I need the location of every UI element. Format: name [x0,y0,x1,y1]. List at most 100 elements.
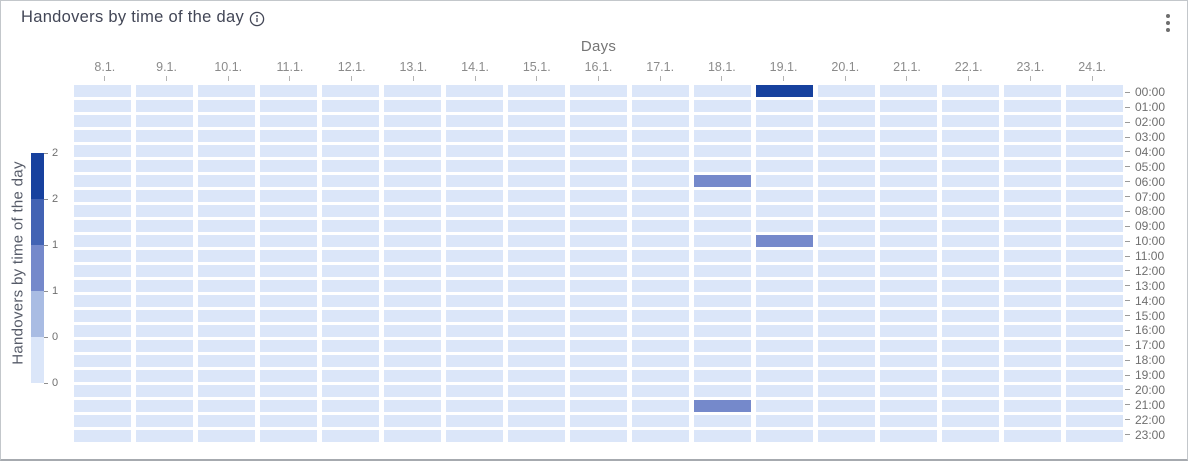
heatmap-cell [756,100,813,112]
heatmap-cell [136,190,193,202]
heatmap-cell [694,160,751,172]
heatmap-cell [1004,115,1061,127]
heatmap-cell [1004,190,1061,202]
heatmap-cell [1004,220,1061,232]
heatmap-cell [508,175,565,187]
x-tick-label: 11.1. [276,60,304,74]
heatmap-cell [942,310,999,322]
x-tick-mark [783,76,785,81]
heatmap-cell [1004,100,1061,112]
heatmap-cell [508,385,565,397]
heatmap-cell [694,295,751,307]
heatmap-cell [818,85,875,97]
y-tick: 07:00 [1125,189,1187,204]
heatmap-cell [322,430,379,442]
heatmap-cell [756,310,813,322]
heatmap-cell [446,325,503,337]
heatmap-cell [74,220,131,232]
heatmap-cell [136,370,193,382]
y-tick: 17:00 [1125,338,1187,353]
heatmap-cell [198,205,255,217]
heatmap-cell [74,280,131,292]
heatmap-cell [1066,355,1123,367]
heatmap-cell [942,160,999,172]
y-tick-mark [1125,344,1130,346]
color-legend-tick: 0 [44,331,58,343]
heatmap-cell [1004,310,1061,322]
heatmap-cell [756,160,813,172]
heatmap-cell [446,415,503,427]
heatmap-cell [74,145,131,157]
y-tick-label: 10:00 [1135,234,1166,249]
heatmap-cell [198,310,255,322]
heatmap-cell [818,310,875,322]
heatmap-cell [74,400,131,412]
y-tick-label: 15:00 [1135,308,1166,323]
heatmap-cell [1066,190,1123,202]
heatmap-cell [694,340,751,352]
heatmap-cell [1004,325,1061,337]
heatmap-cell [694,130,751,142]
heatmap-cell [880,325,937,337]
x-tick: 12.1. [321,60,383,83]
heatmap-cell [694,235,751,247]
heatmap-cell [1066,385,1123,397]
y-tick-mark [1125,285,1130,287]
heatmap-cell [136,100,193,112]
heatmap-cell [880,130,937,142]
heatmap-cell [384,250,441,262]
heatmap-cell [136,340,193,352]
heatmap-cell [136,145,193,157]
heatmap-cell [446,220,503,232]
heatmap-cell [694,310,751,322]
x-tick: 24.1. [1061,60,1123,83]
y-tick: 23:00 [1125,427,1187,442]
info-icon[interactable] [249,11,265,27]
y-tick-mark [1125,121,1130,123]
heatmap-cell [260,355,317,367]
y-tick-label: 22:00 [1135,412,1166,427]
heatmap-cell [694,355,751,367]
color-legend-tick-label: 2 [52,193,59,205]
heatmap-cell [74,235,131,247]
heatmap-cell [1004,145,1061,157]
heatmap-cell [384,295,441,307]
y-tick-mark [1125,136,1130,138]
heatmap-cell [818,280,875,292]
heatmap-cell [818,190,875,202]
heatmap-cell [1004,235,1061,247]
heatmap-cell [632,340,689,352]
x-tick-mark [104,76,106,81]
heatmap-cell [384,310,441,322]
heatmap-cell [570,145,627,157]
x-tick: 8.1. [74,60,136,83]
heatmap-cell [446,265,503,277]
y-tick-label: 00:00 [1135,85,1166,100]
heatmap-cell [880,400,937,412]
heatmap-cell [756,115,813,127]
x-tick: 14.1. [444,60,506,83]
heatmap-cell [74,160,131,172]
x-tick: 11.1. [259,60,321,83]
x-tick-label: 12.1. [337,60,366,74]
x-tick-label: 21.1. [893,60,921,74]
heatmap-cell [1004,85,1061,97]
y-tick-mark [1125,91,1130,93]
color-legend-tick: 0 [44,377,58,389]
heatmap-cell [694,145,751,157]
heatmap-cell [818,400,875,412]
heatmap-cell [322,190,379,202]
heatmap-cell [1066,220,1123,232]
heatmap-cell [880,295,937,307]
heatmap-cell [384,160,441,172]
heatmap-cell [198,100,255,112]
y-tick-label: 01:00 [1135,100,1166,115]
color-legend-segment [31,337,44,383]
heatmap-cell [198,220,255,232]
heatmap-cell [136,85,193,97]
heatmap-cell [384,400,441,412]
kebab-menu-button[interactable] [1163,11,1173,35]
heatmap-cell [880,145,937,157]
heatmap-cell [508,235,565,247]
color-legend-tick-label: 2 [52,147,59,159]
